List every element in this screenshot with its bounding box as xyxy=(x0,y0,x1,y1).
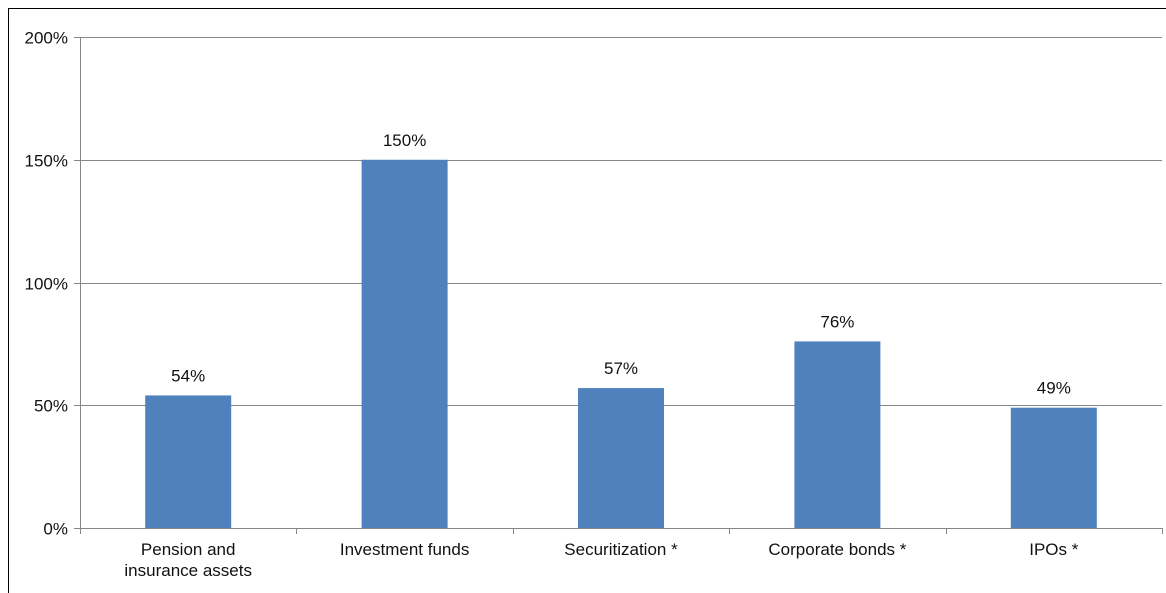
data-label: 150% xyxy=(383,131,426,150)
y-tick-label: 200% xyxy=(25,29,68,48)
data-label: 54% xyxy=(171,366,205,385)
y-tick-label: 150% xyxy=(25,152,68,171)
y-tick-label: 0% xyxy=(43,520,68,539)
y-tick-label: 50% xyxy=(34,397,68,416)
bar-4 xyxy=(794,341,881,528)
bar-1 xyxy=(145,395,232,528)
data-label: 49% xyxy=(1037,379,1071,398)
x-category-label: Corporate bonds * xyxy=(768,540,906,559)
x-category-label: IPOs * xyxy=(1029,540,1079,559)
bar-5 xyxy=(1010,407,1097,528)
x-category-label: Investment funds xyxy=(340,540,469,559)
data-label: 57% xyxy=(604,359,638,378)
bar-3 xyxy=(578,388,664,528)
x-category-label: Securitization * xyxy=(564,540,678,559)
y-tick-label: 100% xyxy=(25,275,68,294)
x-category-label: Pension and xyxy=(141,540,236,559)
data-label: 76% xyxy=(820,312,854,331)
x-category-label: insurance assets xyxy=(124,561,252,580)
bar-2 xyxy=(361,159,448,528)
